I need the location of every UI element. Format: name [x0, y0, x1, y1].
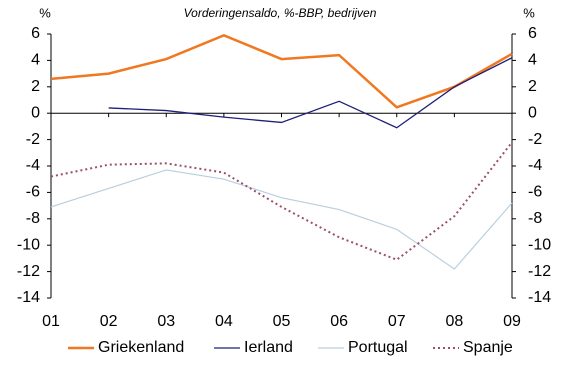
y-tick-label: 0	[31, 104, 40, 121]
x-tick-label: 03	[157, 313, 175, 330]
y2-axis-unit: %	[523, 5, 535, 20]
line-series	[50, 33, 513, 109]
y-tick-label: -14	[17, 289, 40, 306]
y-axis-unit: %	[39, 5, 51, 20]
legend-label: Griekenland	[98, 339, 184, 356]
y2-tick-label: 2	[528, 78, 537, 95]
x-tick-label: 07	[388, 313, 406, 330]
y-tick-label: 2	[31, 78, 40, 95]
x-tick-label: 06	[330, 313, 348, 330]
y-tick-label: 6	[31, 25, 40, 42]
y2-tick-label: -4	[528, 157, 542, 174]
x-tick-label: 08	[445, 313, 463, 330]
line-series	[50, 169, 513, 270]
y-tick-label: -12	[17, 263, 40, 280]
x-tick-label: 04	[215, 313, 233, 330]
chart-title: Vorderingensaldo, %-BBP, bedrijven	[184, 6, 377, 20]
legend-label: Spanje	[463, 339, 513, 356]
y2-tick-label: -2	[528, 131, 542, 148]
x-tick-label: 02	[100, 313, 118, 330]
x-tick-label: 05	[273, 313, 291, 330]
y-tick-label: -4	[26, 157, 40, 174]
y-tick-label: -6	[26, 184, 40, 201]
legend-label: Portugal	[348, 339, 408, 356]
y2-tick-label: -6	[528, 184, 542, 201]
y2-tick-label: 4	[528, 52, 537, 69]
y-tick-label: -10	[17, 236, 40, 253]
y2-tick-label: -10	[528, 236, 551, 253]
line-series	[50, 141, 513, 261]
y2-tick-label: -8	[528, 210, 542, 227]
x-tick-label: 09	[503, 313, 521, 330]
y2-tick-label: 6	[528, 25, 537, 42]
y2-tick-label: -14	[528, 289, 551, 306]
line-series	[108, 57, 513, 129]
x-tick-label: 01	[42, 313, 60, 330]
y-tick-label: -8	[26, 210, 40, 227]
y2-tick-label: 0	[528, 104, 537, 121]
y-tick-label: -2	[26, 131, 40, 148]
legend-label: Ierland	[244, 339, 293, 356]
y2-tick-label: -12	[528, 263, 551, 280]
y-tick-label: 4	[31, 52, 40, 69]
